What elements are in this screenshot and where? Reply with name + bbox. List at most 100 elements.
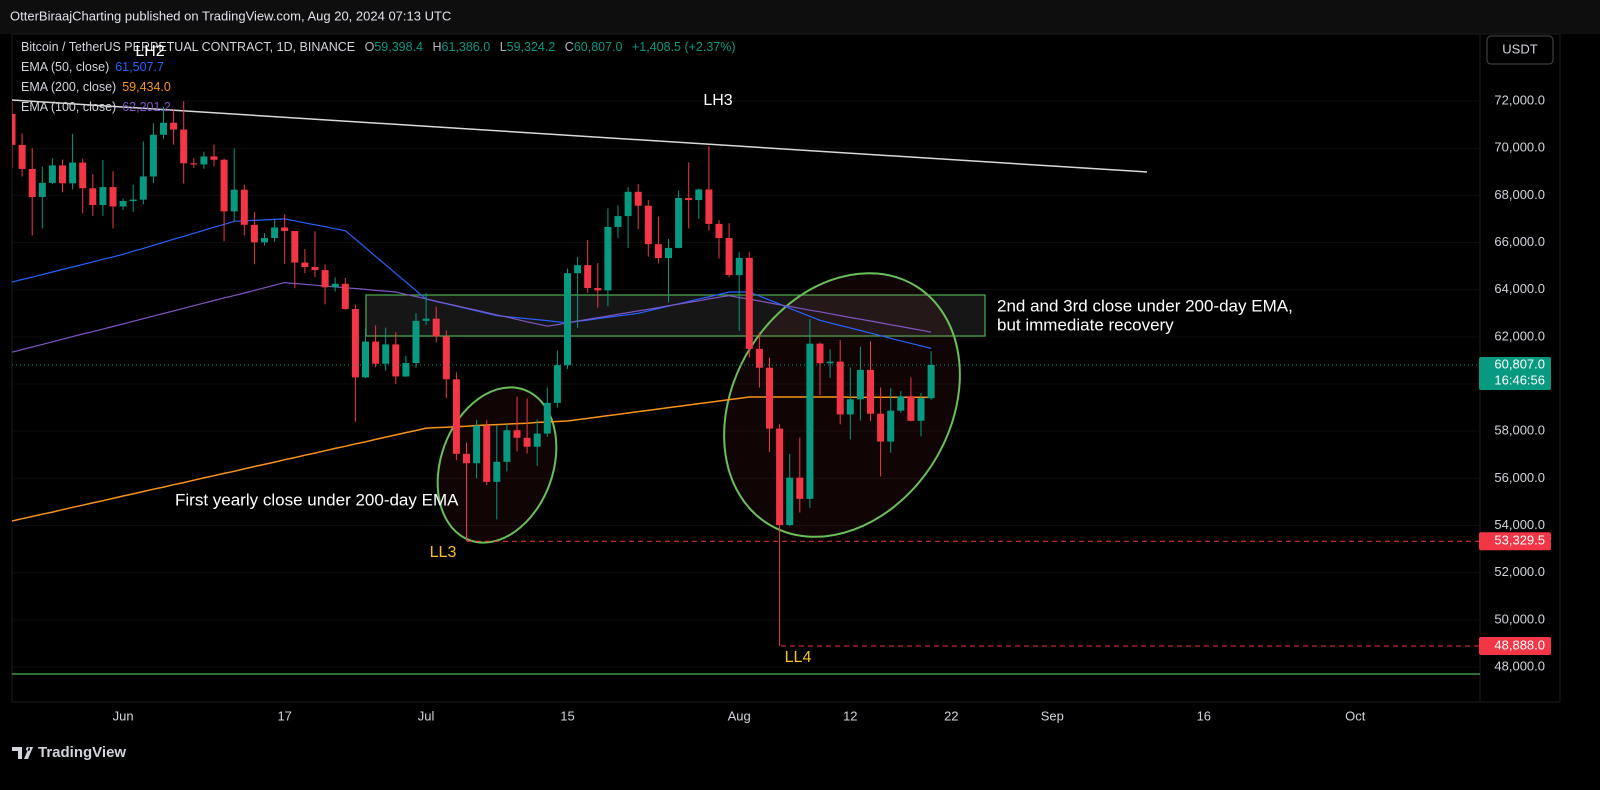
candle-body [816, 343, 824, 364]
candle-body [210, 156, 218, 160]
currency-label[interactable]: USDT [1502, 41, 1537, 56]
y-tick-label: 64,000.0 [1494, 281, 1545, 296]
candle-body [382, 344, 390, 364]
candle-body [856, 369, 864, 400]
ema-line [12, 281, 932, 353]
candle-body [291, 230, 299, 263]
ema-value: 59,434.0 [122, 80, 171, 94]
note-second: 2nd and 3rd close under 200-day EMA, [997, 296, 1293, 315]
candle-body [675, 197, 683, 248]
candle-body [564, 273, 571, 366]
candle-body [867, 369, 874, 414]
candle-body [422, 318, 430, 321]
ema-lines [12, 218, 932, 522]
candle-body [695, 189, 703, 201]
candle-body [38, 182, 46, 198]
candle-body [99, 187, 107, 206]
label-ll3: LL3 [430, 544, 457, 561]
footer [0, 735, 1600, 790]
candle-body [18, 144, 26, 169]
candle-body [89, 188, 97, 206]
candle-body [341, 283, 349, 310]
brand-logo [12, 747, 33, 759]
candle-body [230, 189, 238, 212]
currency-button[interactable] [1486, 35, 1554, 65]
ema-legend-entry: EMA (200, close) 59,434.0 [21, 80, 171, 94]
candle-body [180, 129, 188, 164]
trendline [12, 99, 1148, 173]
ema-value: 61,507.7 [115, 60, 164, 74]
ohlc-key: L [500, 40, 507, 54]
price-line-label: 53,329.5 [1494, 533, 1545, 548]
ohlc-value: 59,398.4 [374, 40, 423, 54]
candle-body [412, 320, 420, 364]
candle-body [402, 363, 410, 377]
candle-body [220, 159, 228, 212]
ema-name: EMA (200, close) [21, 80, 116, 94]
y-tick-label: 52,000.0 [1494, 564, 1545, 579]
ema-name: EMA (100, close) [21, 100, 116, 114]
candle-body [281, 227, 289, 231]
candle-body [321, 270, 329, 288]
candle-body [755, 348, 763, 368]
candle-body [594, 288, 602, 291]
x-tick-label: Jul [418, 708, 435, 723]
candle-body [654, 244, 662, 259]
candle-body [362, 341, 369, 378]
ohlc-value: 59,324.2 [507, 40, 556, 54]
zone-box [365, 294, 986, 337]
x-tick-label: 12 [843, 708, 857, 723]
ema-legend-entry: EMA (50, close) 61,507.7 [21, 60, 164, 74]
candle-body [887, 410, 895, 442]
y-tick-label: 62,000.0 [1494, 328, 1545, 343]
candle-body [735, 257, 743, 276]
candle-body [79, 162, 87, 189]
candle-body [149, 134, 157, 177]
x-tick-label: Aug [728, 708, 751, 723]
y-tick-label: 68,000.0 [1494, 187, 1545, 202]
label-ll4: LL4 [785, 649, 812, 666]
candle-body [48, 165, 56, 183]
candle-body [240, 189, 248, 225]
ema-legend-entry: EMA (100, close) 62,201.2 [21, 100, 171, 114]
ema-value: 62,201.2 [122, 100, 171, 114]
candle-body [129, 199, 137, 202]
candle-body [59, 165, 66, 184]
price-line-label: 48,888.0 [1494, 637, 1545, 652]
last-price-box [1479, 356, 1551, 390]
candle-body [917, 398, 925, 421]
candle-body [927, 364, 935, 399]
label-lh2: LH2 [135, 43, 164, 60]
label-lh3: LH3 [703, 92, 732, 109]
candle-body [442, 336, 450, 380]
candle-body [513, 430, 521, 438]
candle-body [705, 189, 713, 224]
candle-body [473, 425, 481, 464]
candle-body [301, 262, 309, 268]
candle-body [503, 430, 511, 462]
candle-body [584, 265, 592, 289]
candle-body [271, 227, 279, 239]
ohlc-value: 60,807.0 [574, 40, 623, 54]
y-tick-label: 58,000.0 [1494, 423, 1545, 438]
x-tick-label: 17 [277, 708, 291, 723]
y-tick-label: 54,000.0 [1494, 517, 1545, 532]
candle-body [604, 226, 612, 291]
candle-body [311, 267, 319, 271]
candle-body [624, 191, 632, 217]
symbol: Bitcoin / TetherUS PERPETUAL CONTRACT, 1… [21, 40, 355, 54]
chart-panel [11, 33, 1561, 703]
candle-body [483, 425, 491, 482]
candle-body [745, 257, 753, 349]
y-tick-label: 66,000.0 [1494, 234, 1545, 249]
candle-body [12, 113, 16, 145]
candle-body [119, 201, 127, 207]
candle-body [523, 437, 531, 447]
y-tick-label: 70,000.0 [1494, 140, 1545, 155]
candle-body [553, 365, 561, 403]
x-tick-label: 16 [1197, 708, 1211, 723]
candle-body [806, 343, 814, 499]
candle-body [250, 224, 258, 243]
